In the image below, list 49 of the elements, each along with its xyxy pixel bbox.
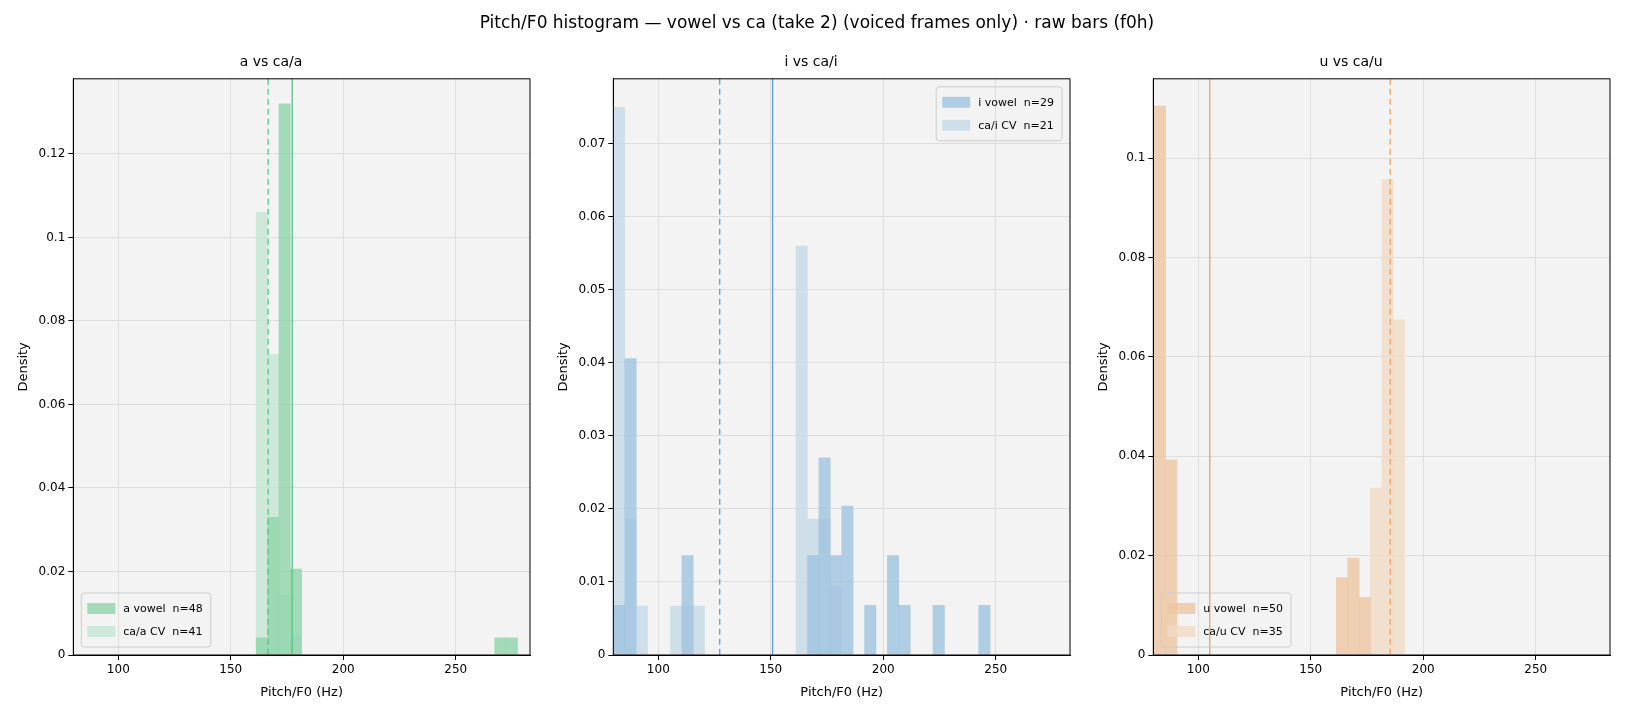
x-tick-label: 200 [871,662,895,677]
y-tick-label: 0.1 [1126,150,1146,165]
chart-title: i vs ca/i [784,53,838,70]
x-axis-title: Pitch/F0 (Hz) [1340,683,1423,699]
x-tick-label: 200 [1411,662,1435,677]
legend-label: u vowel n=50 [1203,601,1284,615]
y-tick-label: 0.07 [578,135,606,150]
y-tick-label: 0.02 [578,501,606,516]
y-tick-label: 0.04 [578,355,606,370]
y-tick-label: 0.02 [1118,547,1146,562]
y-tick-label: 0 [597,647,606,662]
legend-label: ca/i CV n=21 [978,118,1054,132]
y-tick-label: 0.02 [38,563,66,578]
y-tick-label: 0.06 [1118,349,1146,364]
x-tick-label: 100 [646,662,670,677]
x-tick-label: 150 [759,662,783,677]
legend-label: ca/u CV n=35 [1203,624,1283,638]
y-tick-label: 0 [57,647,66,662]
y-tick-label: 0.08 [1118,249,1146,264]
y-tick-label: 0.06 [38,396,66,411]
chart-title: a vs ca/a [239,53,303,70]
y-tick-label: 0.08 [38,313,66,328]
x-tick-label: 250 [984,662,1008,677]
y-tick-label: 0.03 [578,428,606,443]
x-tick-label: 100 [106,662,130,677]
chart-title: u vs ca/u [1319,53,1383,70]
legend-label: ca/a CV n=41 [123,624,203,638]
y-axis-title: Density [555,341,571,392]
legend-label: i vowel n=29 [978,95,1055,109]
y-tick-label: 0.04 [1118,448,1146,463]
y-tick-label: 0.12 [38,146,66,161]
x-tick-label: 250 [444,662,468,677]
x-tick-label: 150 [1299,662,1323,677]
y-axis-title: Density [15,341,31,392]
y-tick-label: 0.05 [578,281,606,296]
x-tick-label: 100 [1186,662,1210,677]
y-axis-title: Density [1095,341,1111,392]
x-axis-title: Pitch/F0 (Hz) [800,683,883,699]
y-tick-label: 0 [1137,647,1146,662]
x-tick-label: 200 [331,662,355,677]
legend-label: a vowel n=48 [123,601,203,615]
y-tick-label: 0.01 [578,574,606,589]
y-tick-label: 0.04 [38,480,66,495]
y-tick-label: 0.06 [578,208,606,223]
x-axis-title: Pitch/F0 (Hz) [260,683,343,699]
y-tick-label: 0.1 [46,229,66,244]
text: Pitch/F0 histogram — vowel vs ca (take 2) (voiced frames only) · raw bars (f0h) [478,12,1156,32]
x-tick-label: 150 [219,662,243,677]
x-tick-label: 250 [1524,662,1548,677]
